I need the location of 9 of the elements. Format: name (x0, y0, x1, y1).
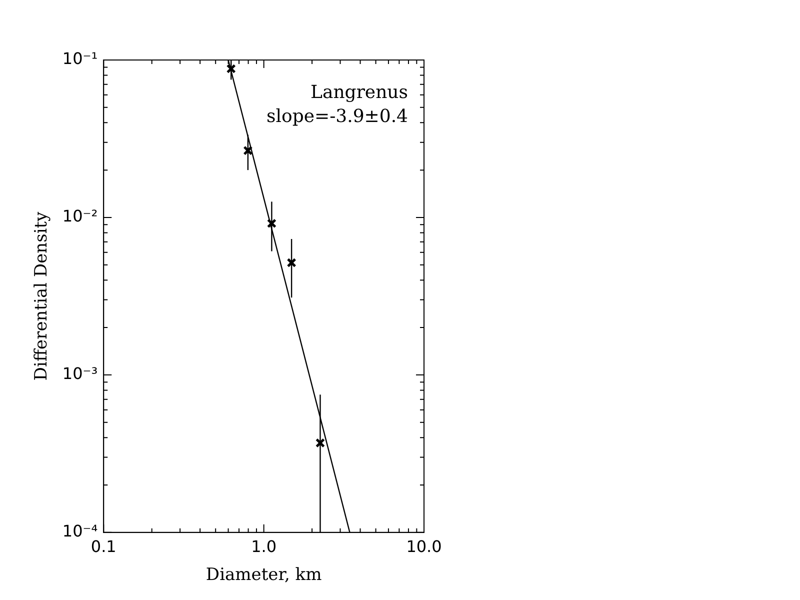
x-tick-label: 1.0 (251, 537, 277, 556)
y-tick-label: 10⁻² (62, 206, 98, 226)
y-tick-label: 10⁻³ (62, 364, 98, 384)
y-tick-label: 10⁻¹ (62, 49, 98, 68)
annotation: Langrenus (310, 82, 408, 103)
annotation: slope=-3.9±0.4 (266, 106, 408, 127)
y-axis-title: Differential Density (32, 211, 52, 381)
x-tick-label: 10.0 (406, 537, 442, 556)
x-axis-title: Diameter, km (206, 565, 322, 586)
